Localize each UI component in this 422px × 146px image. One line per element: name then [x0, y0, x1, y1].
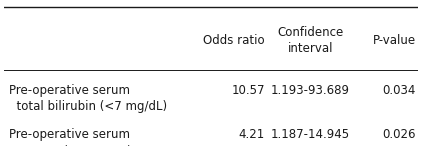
Text: 1.193-93.689: 1.193-93.689 [271, 84, 350, 97]
Text: 1.187-14.945: 1.187-14.945 [271, 128, 350, 141]
Text: 10.57: 10.57 [231, 84, 265, 97]
Text: 0.026: 0.026 [382, 128, 416, 141]
Text: 0.034: 0.034 [382, 84, 416, 97]
Text: Odds ratio: Odds ratio [203, 34, 265, 47]
Text: Confidence
interval: Confidence interval [277, 26, 344, 55]
Text: P-value: P-value [373, 34, 416, 47]
Text: Pre-operative serum
  total bilirubin (<7 mg/dL): Pre-operative serum total bilirubin (<7 … [9, 84, 167, 113]
Text: 4.21: 4.21 [238, 128, 265, 141]
Text: Pre-operative serum
  CA19-9 (<37 U/mL): Pre-operative serum CA19-9 (<37 U/mL) [9, 128, 132, 146]
